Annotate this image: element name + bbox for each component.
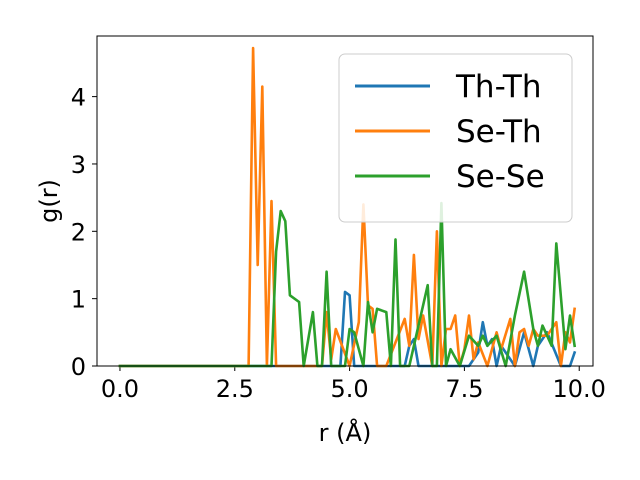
legend: Th-Th Se-Th Se-Se (338, 53, 573, 223)
x-axis-label: r (Å) (319, 418, 372, 447)
ticks: 0.0 2.5 5.0 7.5 10.0 0 1 2 3 4 (71, 84, 606, 403)
y-tick-label: 1 (71, 286, 86, 314)
x-tick-label: 7.5 (445, 375, 483, 403)
legend-label: Se-Th (456, 114, 542, 150)
x-tick-label: 2.5 (216, 375, 254, 403)
y-tick-label: 4 (71, 84, 86, 112)
x-tick-label: 0.0 (101, 375, 139, 403)
y-axis-label: g(r) (35, 179, 63, 223)
x-tick-label: 5.0 (331, 375, 369, 403)
series-line-se-se (118, 201, 577, 368)
legend-box (338, 53, 573, 223)
plot-frame (96, 35, 594, 367)
y-tick-label: 3 (71, 151, 86, 179)
y-tick-label: 2 (71, 218, 86, 246)
x-tick-label: 10.0 (553, 375, 606, 403)
legend-label: Th-Th (455, 69, 542, 105)
legend-label: Se-Se (456, 159, 545, 195)
y-tick-label: 0 (71, 353, 86, 381)
